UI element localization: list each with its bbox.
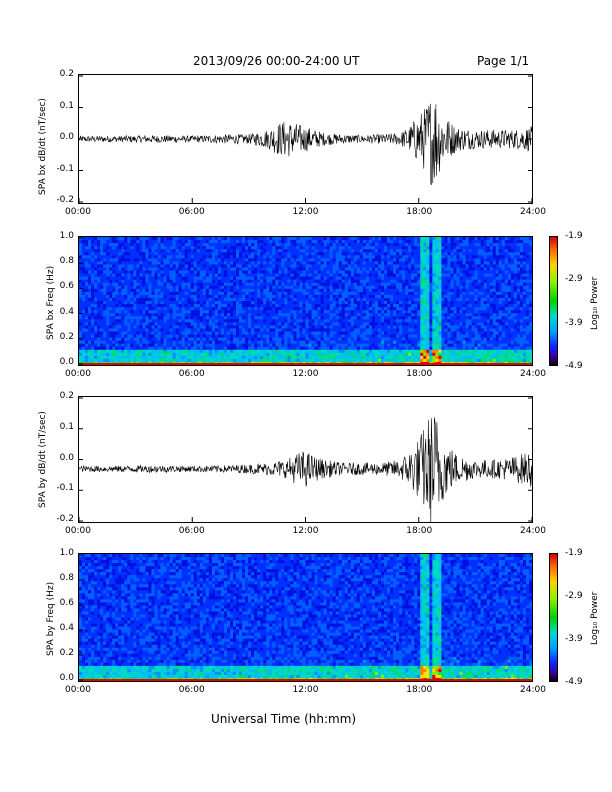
- y-tick-label: -0.2: [56, 195, 74, 205]
- y-tick-label: 0.1: [59, 421, 74, 432]
- by-freq-ylabel: SPA by Freq (Hz): [46, 581, 56, 656]
- y-tick-label: 0.8: [59, 573, 74, 583]
- dbdt-series-line: [79, 103, 532, 186]
- bx-colorbar-label: Log₁₀ Power: [590, 276, 600, 330]
- bx-colorbar: [549, 236, 558, 366]
- y-tick-label: 0.2: [59, 69, 74, 79]
- y-tick-label: 0.2: [59, 391, 74, 401]
- x-tick-label: 12:00: [292, 685, 319, 695]
- y-tick-label: 0.6: [59, 598, 74, 608]
- y-tick-label: 0.4: [59, 623, 74, 633]
- colorbar-tick-label: -3.9: [565, 634, 583, 644]
- x-tick-label: 00:00: [65, 685, 91, 695]
- bx-dbdt-panel: [78, 74, 533, 204]
- by-spectrogram: [79, 554, 532, 681]
- bx-freq-ylabel: SPA bx Freq (Hz): [46, 265, 56, 340]
- colorbar-tick-label: -4.9: [565, 677, 583, 687]
- x-tick-label: 12:00: [292, 526, 319, 536]
- page-number: Page 1/1: [477, 54, 530, 68]
- y-tick-label: 0.6: [59, 281, 74, 292]
- x-tick-label: 18:00: [406, 207, 433, 217]
- y-tick-label: 0.1: [59, 100, 74, 111]
- y-tick-label: 0.8: [59, 256, 74, 267]
- x-tick-label: 24:00: [520, 526, 546, 536]
- y-tick-label: 0.0: [59, 452, 74, 463]
- spectrogram-cells: [79, 237, 532, 365]
- by-dbdt-panel: [78, 396, 533, 523]
- bx-dbdt-trace: [79, 75, 532, 203]
- y-tick-label: -0.1: [56, 483, 74, 494]
- y-tick-label: -0.2: [56, 514, 74, 524]
- dbdt-series-line: [79, 417, 532, 522]
- by-dbdt-trace: [79, 397, 532, 522]
- x-tick-label: 12:00: [292, 207, 319, 217]
- y-tick-label: 1.0: [59, 548, 74, 558]
- x-tick-label: 06:00: [178, 207, 205, 217]
- x-tick-label: 18:00: [406, 685, 433, 695]
- by-colorbar: [549, 553, 558, 682]
- x-tick-label: 06:00: [178, 526, 205, 536]
- y-tick-label: -0.1: [56, 163, 74, 174]
- x-tick-label: 00:00: [65, 207, 91, 217]
- bx-freq-panel: [78, 236, 533, 366]
- y-tick-label: 0.2: [59, 648, 74, 658]
- x-tick-label: 00:00: [65, 526, 91, 536]
- colorbar-tick-label: -4.9: [565, 361, 583, 371]
- colorbar-tick-label: -2.9: [565, 591, 583, 601]
- low-freq-band: [79, 363, 532, 365]
- colorbar-tick-label: -1.9: [565, 548, 583, 558]
- y-tick-label: 0.0: [59, 673, 74, 683]
- x-tick-label: 00:00: [65, 369, 91, 379]
- bx-dbdt-ylabel: SPA bx dB/dt (nT/sec): [38, 98, 48, 195]
- date-range-title: 2013/09/26 00:00-24:00 UT: [193, 54, 360, 68]
- y-tick-label: 0.0: [59, 357, 74, 367]
- by-freq-panel: [78, 553, 533, 682]
- x-tick-label: 06:00: [178, 369, 205, 379]
- y-tick-label: 1.0: [59, 231, 74, 241]
- x-axis-label: Universal Time (hh:mm): [211, 712, 357, 726]
- x-tick-label: 12:00: [292, 369, 319, 379]
- x-tick-label: 06:00: [178, 685, 205, 695]
- by-colorbar-label: Log₁₀ Power: [590, 591, 600, 645]
- x-tick-label: 18:00: [406, 369, 433, 379]
- x-tick-label: 24:00: [520, 207, 546, 217]
- y-tick-label: 0.2: [59, 331, 74, 342]
- colorbar-tick-label: -2.9: [565, 274, 583, 285]
- y-tick-label: 0.4: [59, 306, 74, 317]
- x-tick-label: 18:00: [406, 526, 433, 536]
- y-tick-label: 0.0: [59, 132, 74, 142]
- colorbar-tick-label: -3.9: [565, 317, 583, 328]
- colorbar-tick-label: -1.9: [565, 231, 583, 241]
- low-freq-band: [79, 679, 532, 681]
- bx-spectrogram: [79, 237, 532, 365]
- x-tick-label: 24:00: [520, 369, 546, 379]
- x-tick-label: 24:00: [520, 685, 546, 695]
- spectrogram-cells: [79, 554, 532, 681]
